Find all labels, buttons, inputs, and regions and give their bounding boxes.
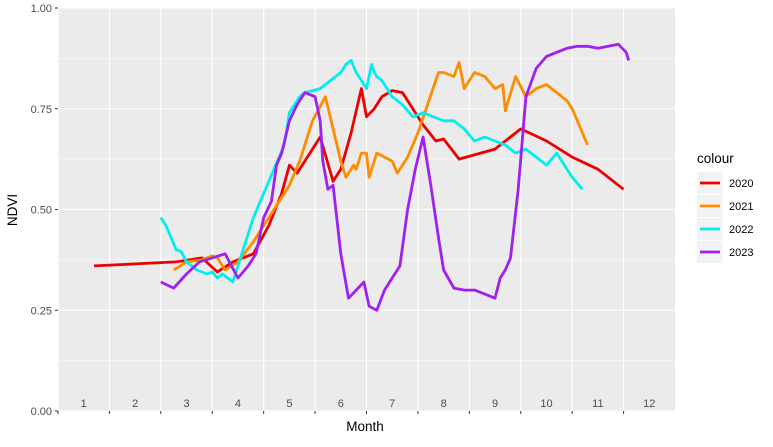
legend-items: 2020 2021 2022 2023 bbox=[697, 172, 753, 263]
legend-label-2022: 2022 bbox=[729, 224, 753, 236]
x-tick-label: 7 bbox=[389, 398, 395, 410]
legend-label-2020: 2020 bbox=[729, 178, 753, 190]
x-tick-label: 2 bbox=[132, 398, 138, 410]
x-tick-label: 6 bbox=[338, 398, 344, 410]
y-tick-label: 0.00 bbox=[31, 406, 52, 418]
legend-title: colour bbox=[697, 151, 734, 166]
y-tick-label: 0.50 bbox=[31, 205, 52, 217]
series-line-2020 bbox=[93, 87, 625, 274]
legend-label-2023: 2023 bbox=[729, 247, 753, 259]
x-tick-label: 8 bbox=[441, 398, 447, 410]
series-line-2023 bbox=[160, 42, 631, 312]
series-line-2022 bbox=[159, 59, 584, 284]
x-tick-label: 4 bbox=[235, 398, 241, 410]
legend-label-2021: 2021 bbox=[729, 201, 753, 213]
x-tick-label: 5 bbox=[286, 398, 292, 410]
x-tick-label: 1 bbox=[81, 398, 87, 410]
x-axis-ticks: 1 2 3 4 5 6 7 8 9 10 11 12 bbox=[57, 398, 655, 414]
y-tick-label: 0.75 bbox=[31, 104, 52, 116]
x-tick-label: 3 bbox=[183, 398, 189, 410]
y-tick-label: 1.00 bbox=[31, 3, 52, 15]
x-tick-label: 10 bbox=[540, 398, 552, 410]
y-axis-title: NDVI bbox=[5, 194, 20, 226]
x-tick-label: 9 bbox=[492, 398, 498, 410]
legend: colour 2020 2021 2022 2023 bbox=[697, 151, 753, 263]
x-axis-title: Month bbox=[346, 419, 384, 434]
series-lines bbox=[93, 42, 631, 312]
y-axis-ticks: 0.00 0.25 0.50 0.75 1.00 bbox=[31, 3, 58, 418]
x-tick-label: 12 bbox=[643, 398, 655, 410]
y-tick-label: 0.25 bbox=[31, 305, 52, 317]
x-tick-label: 11 bbox=[592, 398, 603, 410]
